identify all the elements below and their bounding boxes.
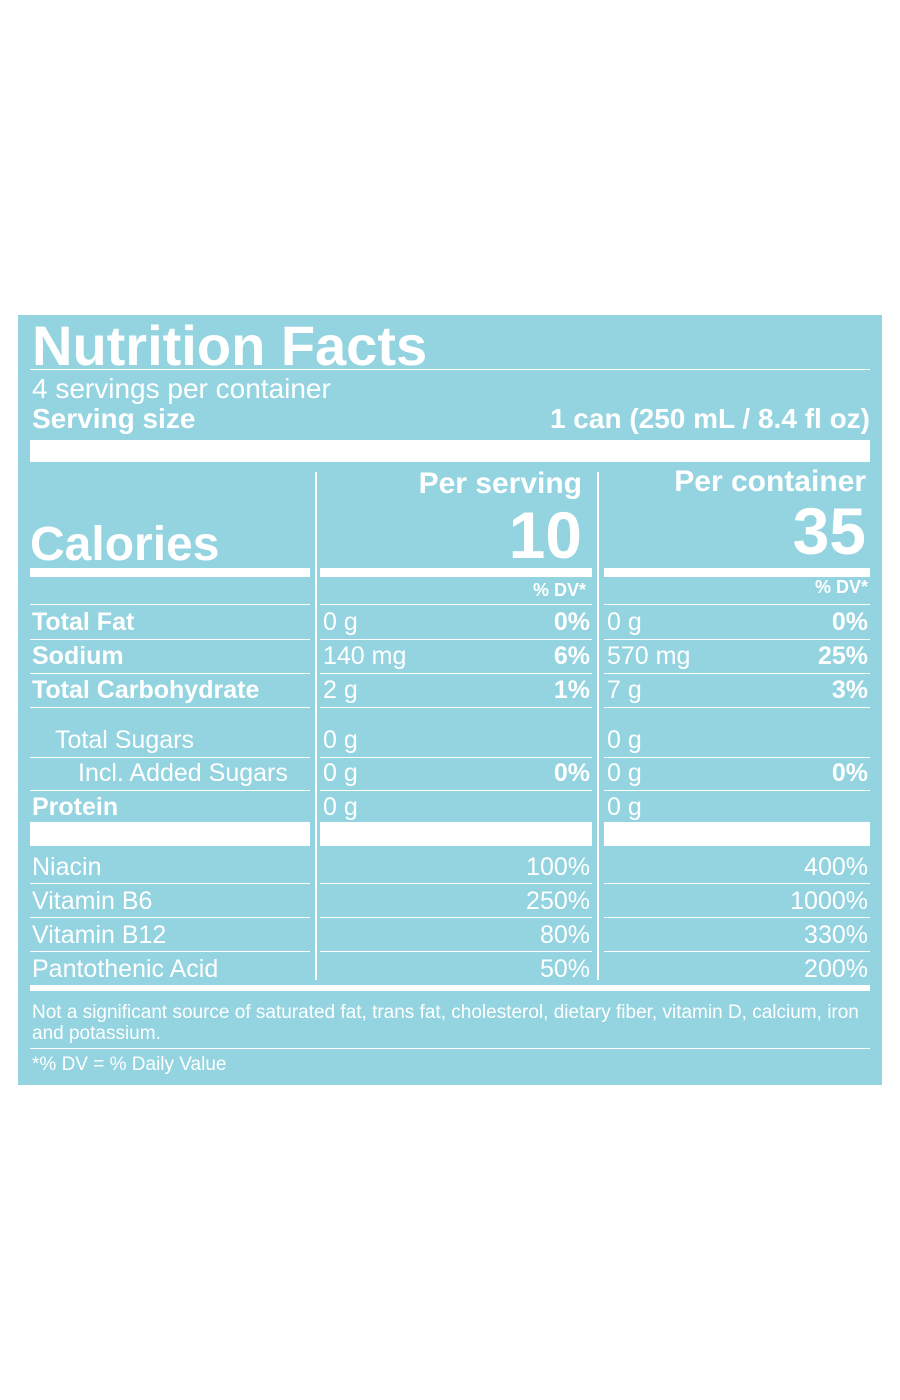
row-rule	[604, 639, 870, 640]
vitamin-name: Pantothenic Acid	[32, 955, 219, 983]
nutrient-name: Total Sugars	[55, 726, 194, 754]
row-rule	[30, 757, 310, 758]
section-bar	[320, 822, 592, 846]
nutrient-amount: 0 g	[607, 793, 642, 821]
title: Nutrition Facts	[32, 314, 428, 378]
nutrient-name: Total Carbohydrate	[32, 676, 260, 704]
calories-value: 10	[508, 498, 582, 573]
nutrient-dv: 0%	[831, 759, 868, 787]
vitamin-name: Vitamin B12	[32, 921, 167, 949]
row-rule	[30, 707, 310, 708]
calories-bar	[320, 568, 592, 577]
row-rule	[30, 917, 310, 918]
row-rule	[604, 604, 870, 605]
nutrient-name: Protein	[32, 793, 119, 821]
nutrient-amount: 0 g	[607, 608, 642, 636]
thick-bar	[30, 440, 870, 462]
nutrient-dv: 0%	[831, 608, 868, 636]
vitamin-name: Vitamin B6	[32, 887, 153, 915]
row-rule	[604, 757, 870, 758]
column-header: Per serving	[418, 467, 582, 500]
serving-size-label: Serving size	[32, 403, 196, 435]
row-rule	[320, 673, 592, 674]
vitamin-name: Niacin	[32, 853, 102, 881]
row-rule	[320, 707, 592, 708]
dv-header: % DV*	[532, 580, 586, 601]
row-rule	[320, 917, 592, 918]
vitamin-dv: 200%	[804, 955, 868, 983]
nutrient-name: Sodium	[32, 642, 124, 670]
nutrient-dv: 1%	[553, 676, 590, 704]
dv-header: % DV*	[814, 577, 868, 598]
row-rule	[604, 951, 870, 952]
row-rule	[320, 790, 592, 791]
row-rule	[320, 951, 592, 952]
vitamin-dv: 80%	[539, 921, 590, 949]
calories-bar	[30, 568, 310, 577]
column-divider	[315, 472, 317, 980]
calories-label: Calories	[30, 518, 220, 572]
row-rule	[30, 790, 310, 791]
row-rule	[30, 951, 310, 952]
nutrient-amount: 7 g	[607, 676, 642, 704]
column-divider	[597, 472, 599, 980]
section-bar	[30, 822, 310, 846]
row-rule	[320, 883, 592, 884]
row-rule	[320, 757, 592, 758]
row-rule	[30, 604, 310, 605]
row-rule	[30, 639, 310, 640]
footnote: Not a significant source of saturated fa…	[32, 1002, 859, 1044]
calories-bar	[604, 568, 870, 577]
calories-value: 35	[792, 494, 866, 569]
nutrient-name: Incl. Added Sugars	[78, 759, 288, 787]
section-bar	[604, 822, 870, 846]
servings: 4 servings per container	[32, 373, 331, 405]
vitamin-dv: 400%	[804, 853, 868, 881]
nutrient-amount: 0 g	[607, 726, 642, 754]
serving-size-value: 1 can (250 mL / 8.4 fl oz)	[549, 403, 870, 435]
nutrient-name: Total Fat	[32, 608, 135, 636]
vitamin-dv: 100%	[526, 853, 590, 881]
nutrition-label: Nutrition Facts 4 servings per container S…	[18, 314, 882, 1085]
nutrient-amount: 0 g	[323, 793, 358, 821]
row-rule	[320, 604, 592, 605]
nutrient-dv: 3%	[831, 676, 868, 704]
nutrient-amount: 0 g	[323, 759, 358, 787]
dv-note: *% DV = % Daily Value	[32, 1053, 227, 1075]
row-rule	[604, 673, 870, 674]
vitamin-dv: 250%	[526, 887, 590, 915]
row-rule	[30, 883, 310, 884]
column-header: Per container	[674, 465, 866, 498]
row-rule	[604, 707, 870, 708]
row-rule	[604, 917, 870, 918]
nutrient-dv: 0%	[553, 759, 590, 787]
nutrient-amount: 570 mg	[607, 642, 691, 670]
nutrient-amount: 2 g	[323, 676, 358, 704]
nutrient-dv: 0%	[553, 608, 590, 636]
nutrient-amount: 0 g	[607, 759, 642, 787]
thick-rule	[30, 985, 870, 991]
vitamin-dv: 330%	[804, 921, 868, 949]
row-rule	[320, 639, 592, 640]
nutrient-dv: 6%	[553, 642, 590, 670]
nutrient-amount: 0 g	[323, 608, 358, 636]
row-rule	[604, 883, 870, 884]
nutrient-amount: 0 g	[323, 726, 358, 754]
vitamin-dv: 50%	[539, 955, 590, 983]
nutrient-amount: 140 mg	[323, 642, 407, 670]
vitamin-dv: 1000%	[790, 887, 868, 915]
nutrient-dv: 25%	[817, 642, 868, 670]
row-rule	[30, 1048, 870, 1049]
title-rule	[30, 369, 870, 370]
row-rule	[604, 790, 870, 791]
row-rule	[30, 673, 310, 674]
